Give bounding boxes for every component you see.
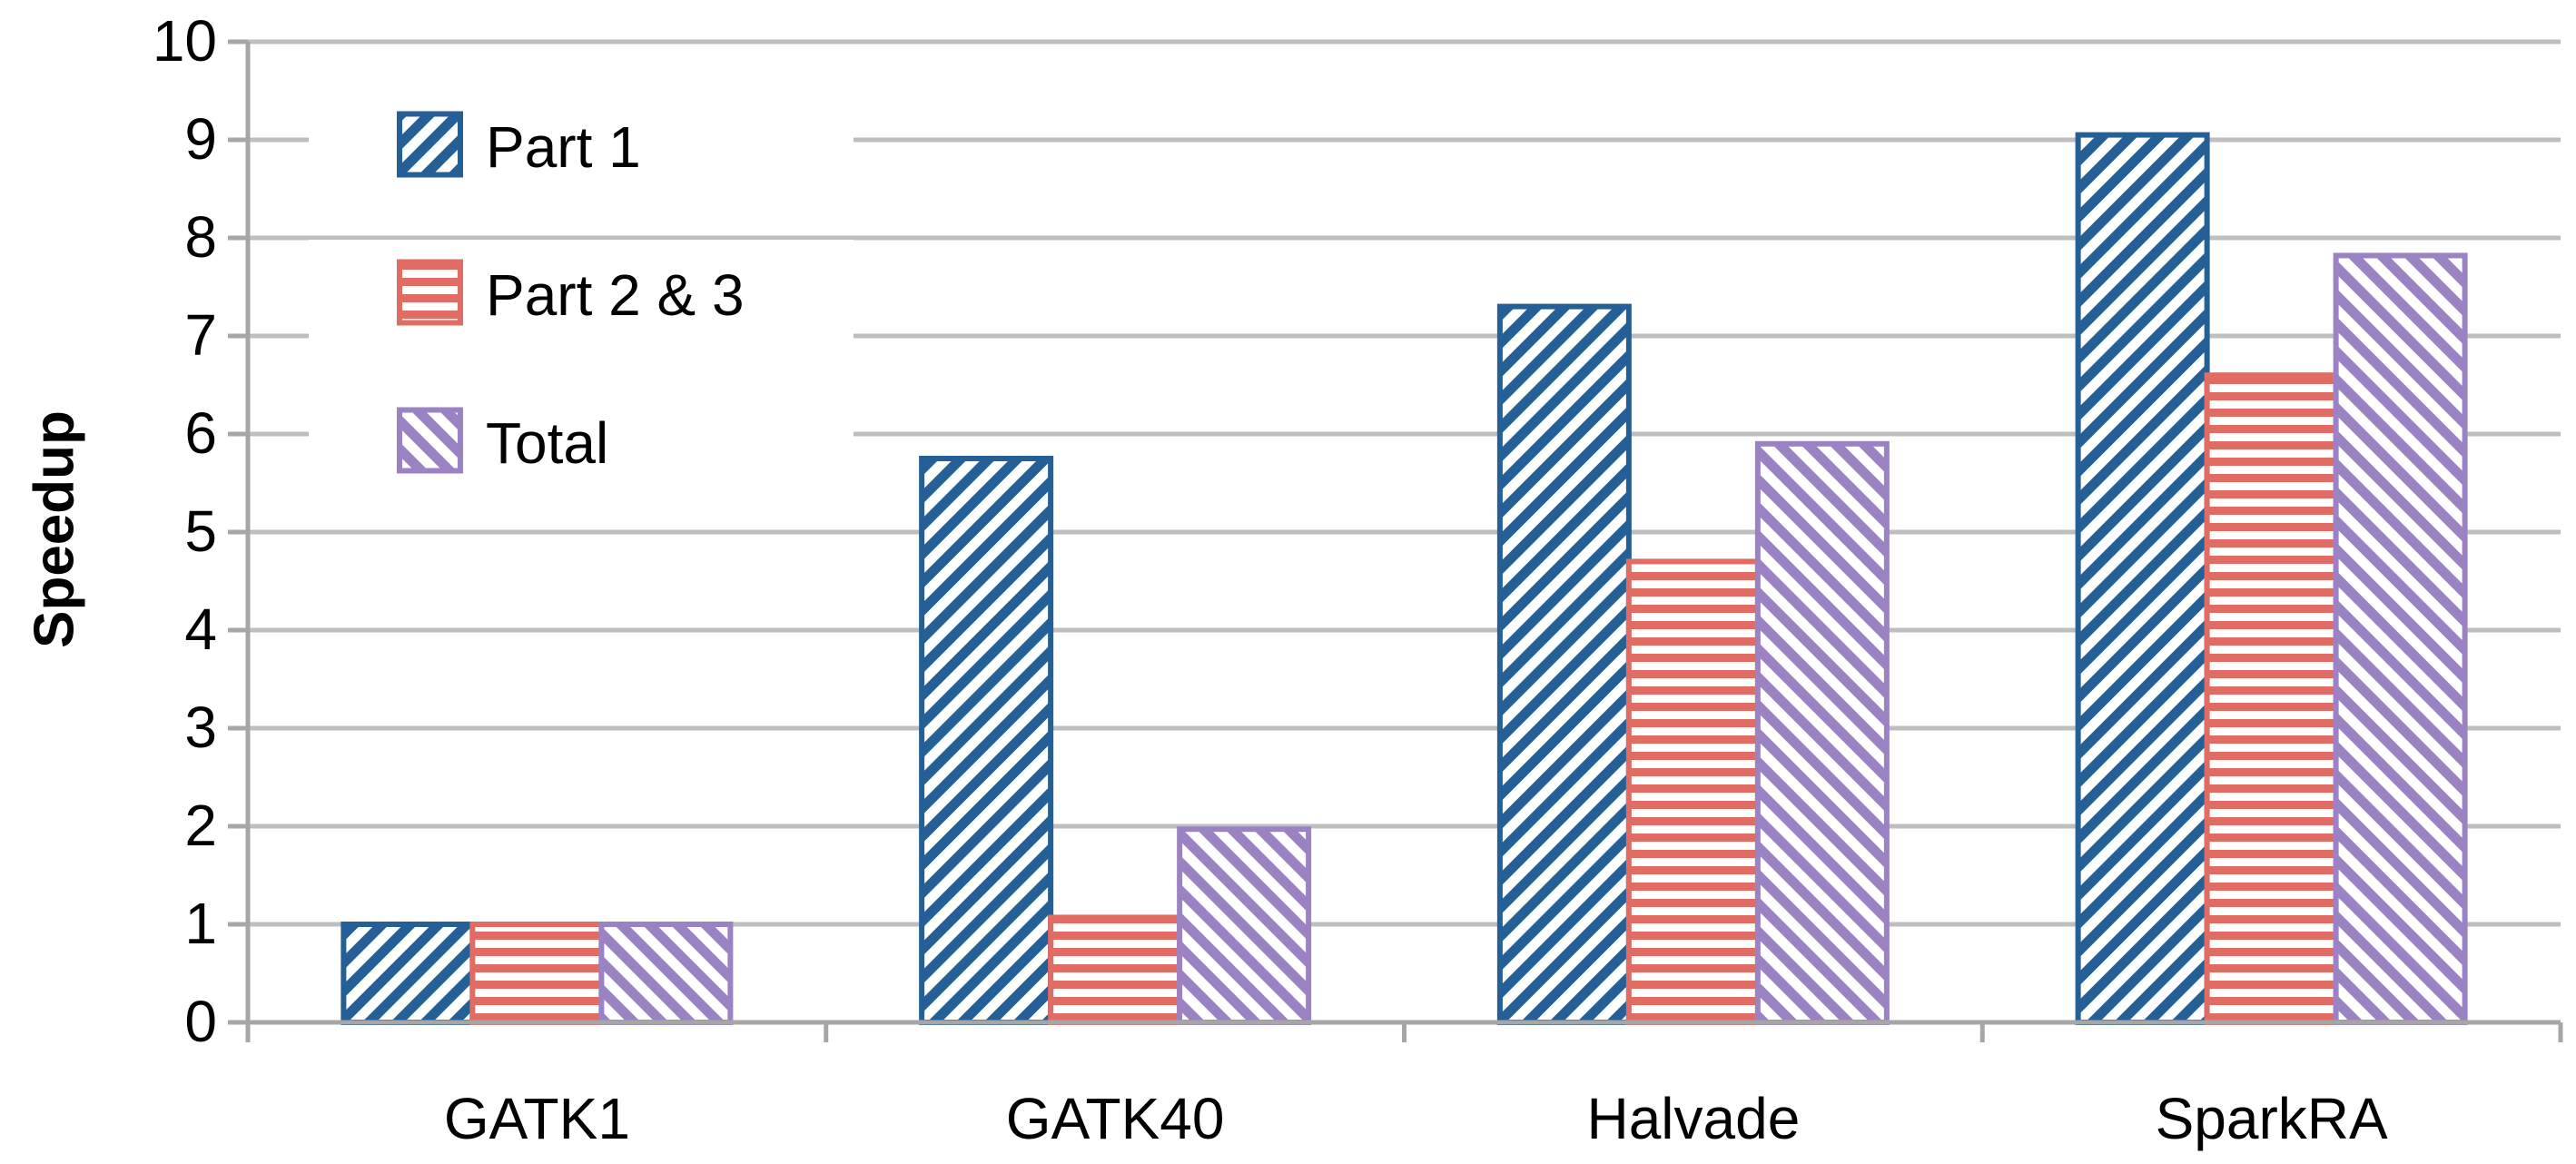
bar-halvade-series-3 — [1754, 440, 1890, 1025]
legend-swatch-series-3 — [397, 407, 463, 474]
legend-swatch-series-2 — [397, 259, 463, 326]
x-tick-label: SparkRA — [2156, 1086, 2388, 1151]
bar-gatk40-series-2 — [1048, 914, 1183, 1025]
axes — [228, 39, 2563, 1042]
y-tick-label: 3 — [184, 695, 217, 760]
bar-halvade-series-1 — [1496, 303, 1632, 1026]
x-tick-label: Halvade — [1586, 1086, 1800, 1151]
y-tick-label: 1 — [184, 891, 217, 956]
bar-sparkra-series-1 — [2075, 132, 2210, 1026]
bar-sparkra-series-3 — [2333, 252, 2468, 1025]
bar-gatk40-series-3 — [1177, 826, 1312, 1025]
y-axis-title: Speedup — [23, 410, 85, 648]
bar-gatk1-series-1 — [341, 922, 476, 1025]
x-tick-label: GATK40 — [1006, 1086, 1225, 1151]
y-tick-label: 0 — [184, 989, 217, 1054]
y-tick-label: 8 — [184, 204, 217, 270]
y-tick-label: 4 — [184, 597, 217, 662]
axis-labels: 0 1 2 3 4 5 6 7 8 9 10 GATK1 GATK40 Halvade SparkRA — [153, 8, 2388, 1151]
bar-sparkra-series-2 — [2204, 372, 2339, 1025]
bar-gatk40-series-1 — [919, 456, 1054, 1025]
bar-gatk1-series-3 — [598, 922, 734, 1025]
y-tick-label: 9 — [184, 106, 217, 172]
y-tick-label: 6 — [184, 400, 217, 466]
legend-label-series-2: Part 2 & 3 — [486, 262, 745, 328]
bar-halvade-series-2 — [1625, 558, 1761, 1026]
y-tick-label: 10 — [153, 8, 217, 74]
y-tick-label: 5 — [184, 498, 217, 564]
legend-swatch-series-1 — [397, 111, 463, 178]
x-tick-label: GATK1 — [444, 1086, 630, 1151]
legend-label-series-1: Part 1 — [486, 114, 641, 180]
y-tick-label: 7 — [184, 302, 217, 368]
y-tick-label: 2 — [184, 793, 217, 858]
bar-gatk1-series-2 — [469, 922, 605, 1025]
legend: Part 1 Part 2 & 3 Total — [309, 92, 854, 493]
legend-label-series-3: Total — [486, 410, 608, 476]
